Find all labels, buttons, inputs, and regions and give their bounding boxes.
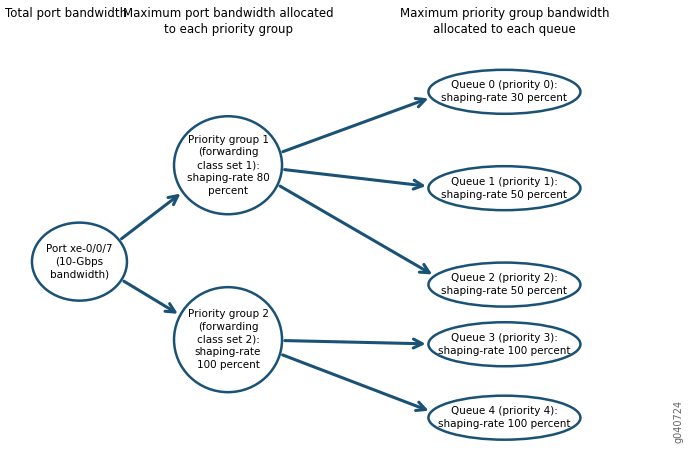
Ellipse shape: [428, 70, 580, 114]
Ellipse shape: [174, 287, 282, 392]
Ellipse shape: [428, 396, 580, 440]
Ellipse shape: [174, 116, 282, 214]
Text: Priority group 2
(forwarding
class set 2):
shaping-rate
100 percent: Priority group 2 (forwarding class set 2…: [187, 309, 269, 370]
Ellipse shape: [428, 166, 580, 210]
Text: g040724: g040724: [674, 400, 684, 443]
Ellipse shape: [428, 263, 580, 307]
Text: Maximum port bandwidth allocated
to each priority group: Maximum port bandwidth allocated to each…: [123, 7, 333, 36]
Text: Total port bandwidth: Total port bandwidth: [5, 7, 127, 20]
Ellipse shape: [428, 322, 580, 366]
Text: Maximum priority group bandwidth
allocated to each queue: Maximum priority group bandwidth allocat…: [399, 7, 609, 36]
Text: Queue 2 (priority 2):
shaping-rate 50 percent: Queue 2 (priority 2): shaping-rate 50 pe…: [442, 273, 567, 296]
Text: Priority group 1
(forwarding
class set 1):
shaping-rate 80
percent: Priority group 1 (forwarding class set 1…: [187, 134, 269, 196]
Text: Port xe-0/0/7
(10-Gbps
bandwidth): Port xe-0/0/7 (10-Gbps bandwidth): [46, 244, 113, 280]
Text: Queue 1 (priority 1):
shaping-rate 50 percent: Queue 1 (priority 1): shaping-rate 50 pe…: [442, 177, 567, 200]
Text: Queue 4 (priority 4):
shaping-rate 100 percent: Queue 4 (priority 4): shaping-rate 100 p…: [438, 406, 571, 429]
Text: Queue 0 (priority 0):
shaping-rate 30 percent: Queue 0 (priority 0): shaping-rate 30 pe…: [442, 80, 567, 103]
Ellipse shape: [32, 223, 127, 301]
Text: Queue 3 (priority 3):
shaping-rate 100 percent: Queue 3 (priority 3): shaping-rate 100 p…: [438, 333, 571, 356]
